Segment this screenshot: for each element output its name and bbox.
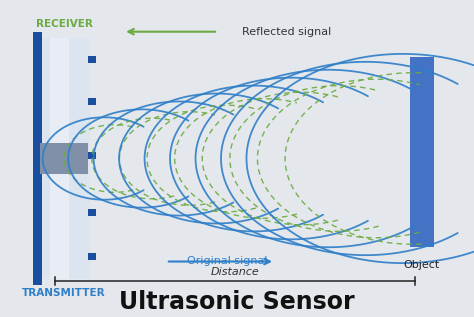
Bar [88, 253, 96, 260]
Bar [88, 152, 96, 158]
Text: RECEIVER: RECEIVER [36, 18, 92, 29]
Text: Object: Object [404, 260, 440, 270]
Bar [88, 209, 96, 216]
Text: Original signal: Original signal [187, 256, 268, 266]
Bar [33, 32, 42, 285]
Text: Ultrasonic Sensor: Ultrasonic Sensor [119, 290, 355, 314]
Text: Distance: Distance [210, 267, 259, 277]
Bar [88, 98, 96, 105]
Text: TRANSMITTER: TRANSMITTER [22, 288, 106, 299]
Bar [50, 38, 69, 279]
Bar [40, 143, 88, 174]
Bar [410, 57, 434, 247]
Text: Reflected signal: Reflected signal [242, 27, 331, 37]
Bar [88, 56, 96, 63]
Bar [39, 38, 90, 279]
